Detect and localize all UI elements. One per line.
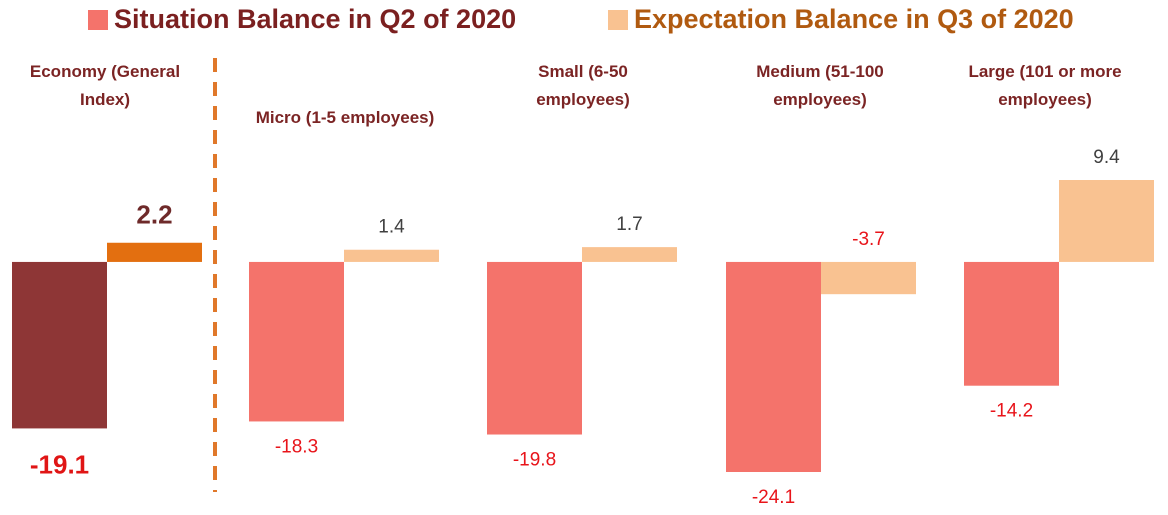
legend-swatch: [608, 9, 628, 30]
data-label: -19.1: [30, 449, 89, 479]
bar: [249, 261, 344, 422]
category-label: Small (6-50 employees): [536, 62, 630, 109]
bar: [107, 242, 202, 262]
legend-item: Situation Balance in Q2 of 2020: [88, 4, 516, 35]
data-label: 2.2: [136, 200, 172, 230]
data-label: -19.8: [513, 450, 556, 471]
bar: [821, 261, 916, 295]
legend-item: Expectation Balance in Q3 of 2020: [608, 4, 1074, 35]
category-label: Medium (51-100 employees): [756, 62, 884, 109]
data-label: -3.7: [852, 229, 885, 250]
legend-label: Expectation Balance in Q3 of 2020: [634, 4, 1074, 34]
bar: [964, 261, 1059, 386]
data-label: -14.2: [990, 401, 1033, 422]
bar: [582, 247, 677, 262]
data-label: 1.4: [378, 217, 405, 238]
data-label: -18.3: [275, 436, 318, 457]
bar: [12, 261, 107, 429]
data-label: 9.4: [1093, 147, 1120, 168]
bar: [487, 261, 582, 435]
bar: [344, 249, 439, 262]
legend-label: Situation Balance in Q2 of 2020: [114, 4, 517, 34]
category-label: Economy (General Index): [29, 62, 181, 109]
data-label: 1.7: [616, 214, 642, 235]
bar: [726, 261, 821, 472]
data-label: -24.1: [752, 487, 795, 508]
category-label: Large (101 or more employees): [968, 62, 1122, 109]
bar: [1059, 180, 1154, 262]
category-label: Micro (1-5 employees): [255, 108, 435, 127]
legend-swatch: [88, 9, 108, 30]
